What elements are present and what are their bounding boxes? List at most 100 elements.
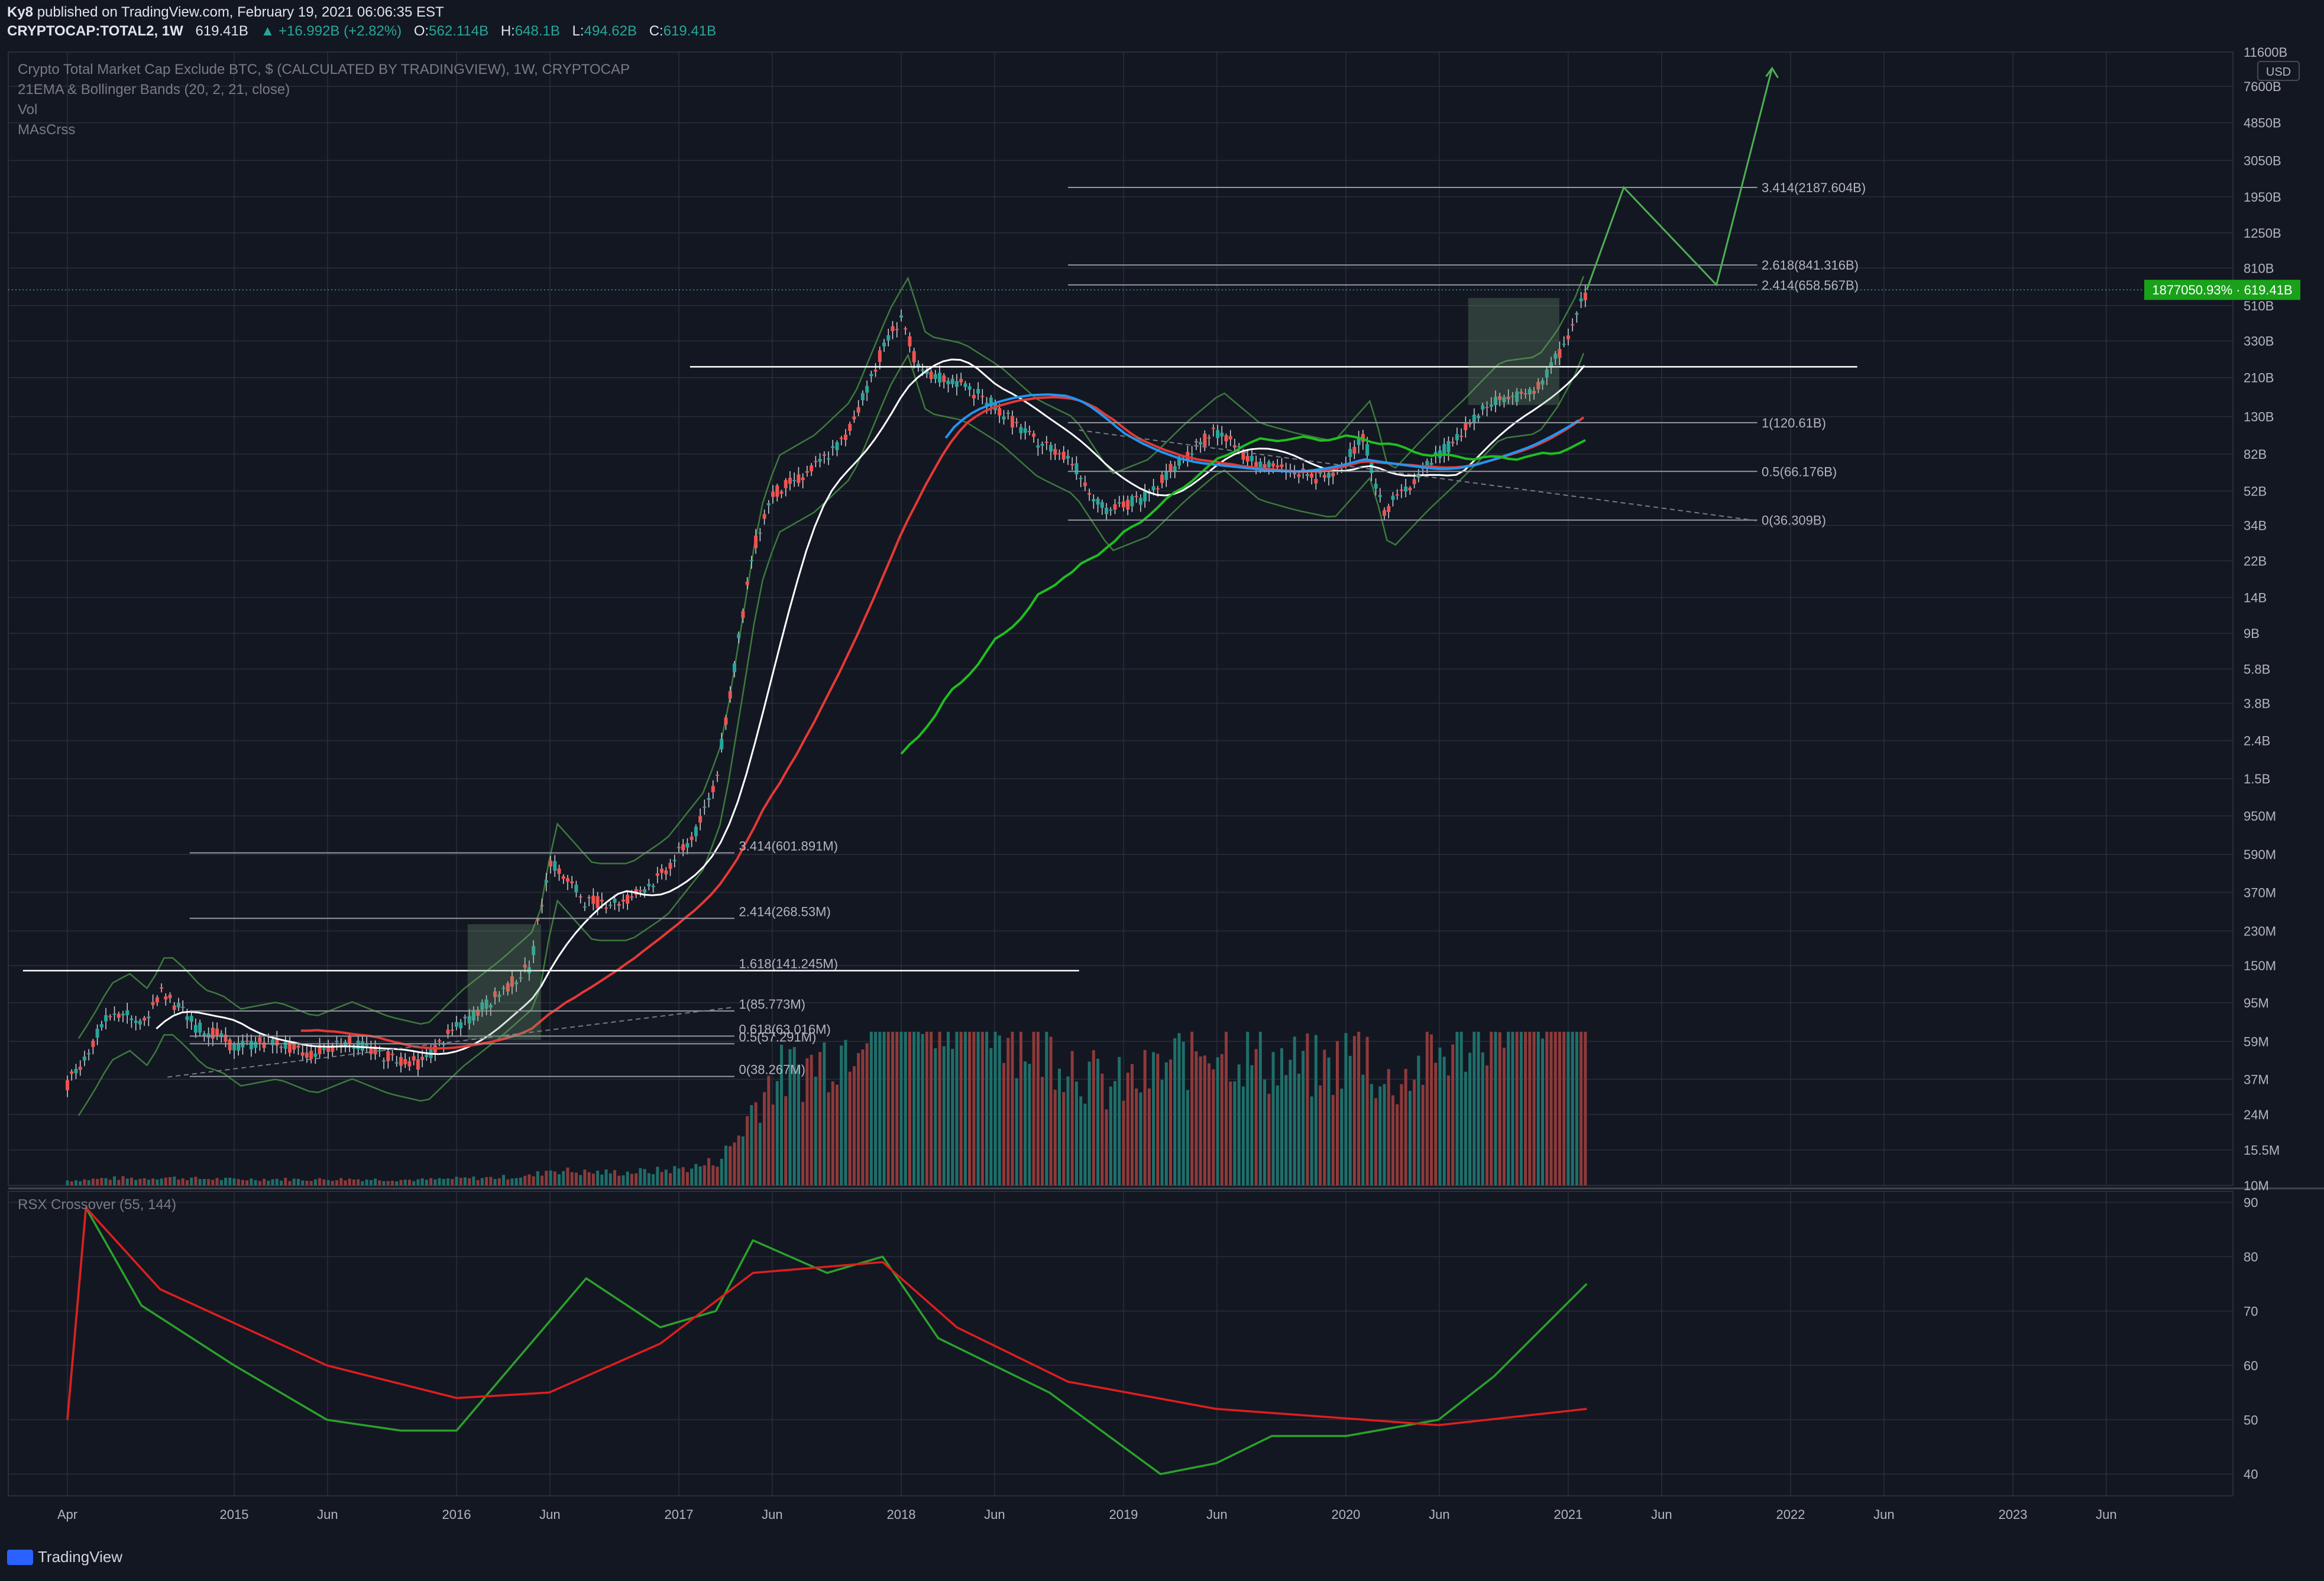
indicator-rsx[interactable]: RSX Crossover (55, 144): [18, 1197, 177, 1213]
candle: [1169, 464, 1173, 472]
candle: [878, 350, 882, 362]
volume-bar: [125, 1178, 129, 1185]
indicator-ema-bb[interactable]: 21EMA & Bollinger Bands (20, 2, 21, clos…: [18, 82, 290, 98]
volume-bar: [395, 1181, 399, 1185]
volume-bar: [1541, 1038, 1545, 1185]
symbol-label[interactable]: CRYPTOCAP:TOTAL2, 1W: [7, 23, 183, 39]
volume-bar: [1524, 1032, 1527, 1185]
volume-bar: [91, 1178, 95, 1185]
candle: [1310, 474, 1314, 478]
x-tick-label: 2015: [220, 1507, 249, 1522]
volume-bar: [468, 1178, 471, 1185]
volume-bar: [1173, 1038, 1177, 1185]
candle: [147, 1016, 151, 1019]
candle: [1207, 437, 1211, 439]
candle: [801, 477, 805, 481]
volume-bar: [669, 1173, 672, 1185]
volume-bar: [836, 1084, 839, 1185]
candle: [950, 378, 954, 384]
candle: [1019, 427, 1023, 433]
indicator-volume[interactable]: Vol: [18, 102, 38, 118]
volume-bar: [865, 1043, 869, 1185]
candle: [565, 878, 569, 882]
candle: [643, 889, 647, 893]
volume-bar: [1126, 1073, 1129, 1185]
candle: [912, 351, 916, 362]
candle: [1494, 397, 1498, 406]
volume-bar: [1331, 1094, 1335, 1185]
candle: [758, 532, 762, 534]
candle: [1412, 479, 1416, 484]
brand-label: TradingView: [38, 1548, 123, 1566]
candle: [1429, 462, 1433, 465]
x-tick-label: 2020: [1331, 1507, 1360, 1522]
candle: [976, 388, 980, 394]
candle: [476, 1009, 480, 1016]
candle: [959, 378, 963, 383]
candle: [1087, 493, 1092, 495]
x-tick-label: Jun: [762, 1507, 782, 1522]
volume-bar: [895, 1032, 899, 1185]
candle: [1489, 404, 1493, 407]
volume-bar: [720, 1158, 723, 1185]
candle: [553, 861, 557, 871]
candle: [1155, 488, 1160, 490]
candle: [1228, 436, 1232, 440]
candle: [873, 370, 878, 372]
volume-bar: [1241, 1086, 1245, 1185]
candle: [814, 461, 818, 462]
candle: [360, 1041, 364, 1051]
indicator-mas-cross[interactable]: MAsCrss: [18, 122, 76, 138]
volume-bar: [382, 1181, 386, 1185]
candle: [348, 1035, 352, 1045]
volume-bar: [378, 1180, 381, 1185]
volume-bar: [147, 1180, 150, 1185]
volume-bar: [1186, 1090, 1189, 1185]
volume-bar: [403, 1180, 407, 1185]
volume-bar: [925, 1032, 928, 1185]
author-name[interactable]: Ky8: [7, 4, 34, 20]
volume-bar: [1105, 1109, 1108, 1185]
volume-bar: [1515, 1032, 1519, 1185]
volume-bar: [1451, 1044, 1455, 1185]
volume-bar: [840, 1045, 843, 1185]
y-tick-label: 210B: [2244, 371, 2274, 385]
candle: [1023, 428, 1027, 433]
volume-bar: [1549, 1032, 1553, 1185]
volume-bar: [788, 1049, 792, 1185]
y-tick-label: 2.4B: [2244, 734, 2270, 749]
volume-bar: [917, 1032, 920, 1185]
volume-bar: [1118, 1057, 1121, 1185]
candle: [1348, 449, 1352, 457]
candle: [151, 1002, 155, 1005]
volume-bar: [1310, 1096, 1313, 1185]
volume-bar: [331, 1181, 334, 1185]
volume-bar: [703, 1165, 706, 1185]
volume-bar: [510, 1178, 514, 1185]
candle: [143, 1018, 147, 1021]
candle: [1126, 500, 1130, 510]
volume-bar: [1421, 1084, 1425, 1185]
candle: [1523, 393, 1527, 395]
volume-bar: [1182, 1041, 1185, 1185]
volume-bar: [545, 1171, 548, 1185]
volume-bar: [292, 1178, 296, 1185]
candle: [1558, 349, 1562, 358]
candle: [724, 717, 728, 725]
volume-bar: [1378, 1086, 1382, 1185]
volume-bar: [339, 1178, 343, 1185]
candle: [762, 514, 766, 519]
candle: [771, 491, 775, 497]
volume-bar: [211, 1180, 215, 1185]
candle: [1237, 446, 1241, 448]
candle: [390, 1054, 394, 1055]
candle: [416, 1059, 420, 1070]
x-tick-label: Jun: [1206, 1507, 1227, 1522]
volume-bar: [1109, 1086, 1112, 1185]
volume-bar: [1100, 1073, 1104, 1185]
volume-bar: [412, 1181, 416, 1185]
tradingview-footer[interactable]: TradingView: [7, 1548, 122, 1566]
volume-bar: [391, 1181, 394, 1185]
candle: [698, 816, 703, 823]
